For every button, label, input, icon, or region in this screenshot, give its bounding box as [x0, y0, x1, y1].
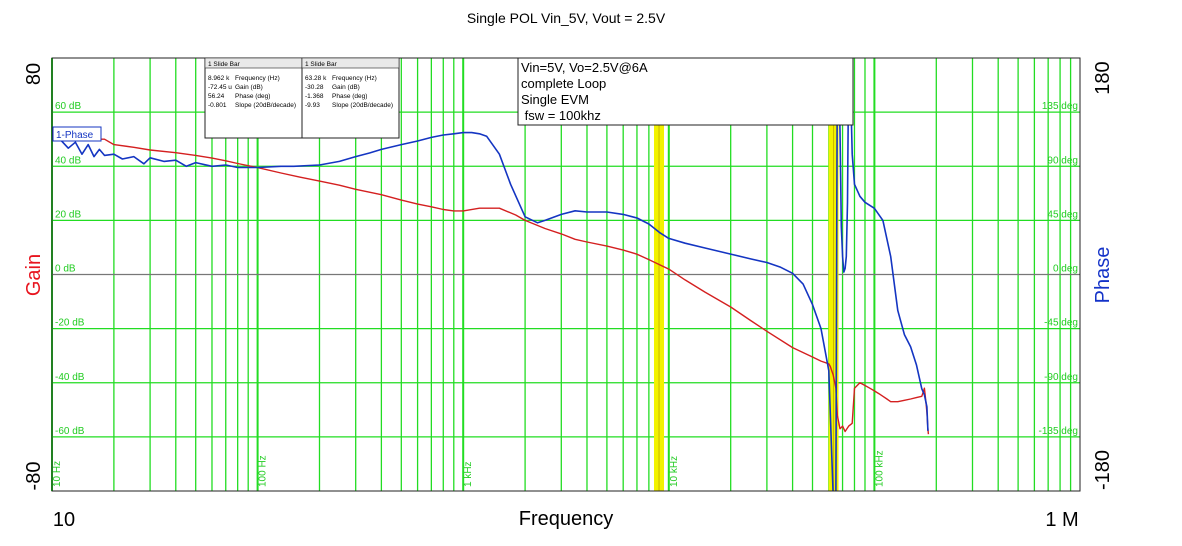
phase-legend-label: 1-Phase [56, 130, 94, 141]
slide-bar-value: 56.24 [208, 93, 225, 100]
slide-bar-label: Frequency (Hz) [235, 75, 280, 82]
phase-tick-label: 90 deg [1047, 155, 1078, 166]
slide-bar-panel[interactable]: 1 Slide Bar 8.962 k Frequency (Hz)-72.45 u… [204, 57, 303, 139]
slide-bar-value: 63.28 k [305, 75, 327, 82]
slide-bar-label: Gain (dB) [235, 84, 263, 91]
gain-tick-label: -60 dB [55, 426, 85, 437]
slide-bar-label: Phase (deg) [332, 93, 367, 100]
cursor-markers [654, 58, 839, 491]
annotation-line-3: Single EVM [521, 92, 589, 107]
annotation-line-4: fsw = 100khz [521, 108, 601, 123]
slide-bar-label: Gain (dB) [332, 84, 360, 91]
phase-tick-label: -45 deg [1044, 318, 1078, 329]
phase-tick-label: -90 deg [1044, 372, 1078, 383]
x-axis-label: Frequency [519, 508, 614, 530]
freq-tick-label: 100 kHz [874, 450, 885, 487]
right-axis-max-label: 180 [1092, 61, 1114, 94]
slide-bar-value: -72.45 u [208, 84, 232, 91]
right-axis-min-label: -180 [1092, 450, 1114, 490]
chart-title: Single POL Vin_5V, Vout = 2.5V [467, 10, 666, 26]
x-axis-min-label: 10 [53, 509, 75, 531]
freq-tick-label: 10 Hz [52, 461, 63, 487]
left-axis-label: Gain [23, 254, 45, 296]
slide-bar-label: Frequency (Hz) [332, 75, 377, 82]
annotation-box: Vin=5V, Vo=2.5V@6A complete Loop Single … [517, 57, 854, 126]
slide-bar-panel-title: 1 Slide Bar [208, 61, 241, 68]
gain-tick-label: -40 dB [55, 372, 85, 383]
gain-tick-label: 0 dB [55, 264, 76, 275]
slide-bar-value: -0.801 [208, 102, 227, 109]
slide-bar-label: Slope (20dB/decade) [332, 102, 393, 109]
slide-bar-panel[interactable]: 1 Slide Bar 63.28 k Frequency (Hz) -30.28 Ga… [301, 57, 400, 139]
freq-tick-label: 100 Hz [258, 455, 269, 487]
gain-tick-label: 40 dB [55, 155, 81, 166]
phase-legend-tag[interactable]: 1-Phase [52, 126, 102, 142]
freq-tick-label: 1 kHz [463, 461, 474, 487]
phase-tick-label: 0 deg [1053, 264, 1078, 275]
annotation-line-1: Vin=5V, Vo=2.5V@6A [521, 60, 648, 75]
slide-bar-value: -9.93 [305, 102, 320, 109]
slide-bar-value: 8.962 k [208, 75, 230, 82]
gain-tick-label: -20 dB [55, 318, 85, 329]
phase-tick-label: 45 deg [1047, 209, 1078, 220]
annotation-line-2: complete Loop [521, 76, 606, 91]
slide-bar-value: -30.28 [305, 84, 324, 91]
slide-bar-label: Phase (deg) [235, 93, 270, 100]
gain-tick-label: 20 dB [55, 209, 81, 220]
slide-bar-panel-frame [301, 57, 400, 139]
gain-tick-label: 60 dB [55, 101, 81, 112]
slide-bar-label: Slope (20dB/decade) [235, 102, 296, 109]
gain-series-line [52, 130, 930, 435]
data-series [52, 58, 930, 491]
slide-bar-panel-frame [204, 57, 303, 139]
phase-tick-label: -135 deg [1039, 426, 1078, 437]
freq-tick-label: 10 kHz [669, 456, 680, 487]
x-axis-max-label: 1 M [1045, 509, 1078, 531]
phase-tick-label: 135 deg [1042, 101, 1078, 112]
right-axis-label: Phase [1092, 247, 1114, 304]
slide-bar-value: -1.368 [305, 93, 324, 100]
slide-bar-panel-title: 1 Slide Bar [305, 61, 338, 68]
phase-series-line [52, 58, 929, 491]
left-axis-max-label: 80 [23, 63, 45, 85]
left-axis-min-label: -80 [23, 462, 45, 491]
tick-labels: 60 dB 40 dB 20 dB 0 dB -20 dB -40 dB -60 dB 135… [52, 101, 1078, 487]
slide-bar-panel-header [301, 57, 400, 69]
